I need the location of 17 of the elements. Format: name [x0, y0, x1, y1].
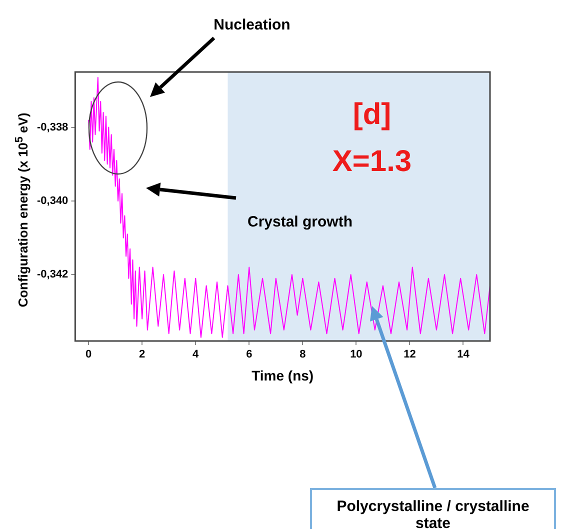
y-tick-label: -0,342 [36, 268, 68, 281]
x-tick-label: 4 [192, 348, 200, 361]
x-tick-label: 0 [86, 348, 92, 361]
x-tick-label: 12 [404, 348, 416, 361]
x-tick-label: 14 [457, 348, 470, 361]
y-tick-label: -0,340 [36, 195, 68, 208]
annotation: X=1.3 [332, 145, 412, 179]
annotation: Crystal growth [247, 214, 353, 230]
x-tick-label: 8 [300, 348, 306, 361]
annotation: [d] [352, 98, 392, 132]
y-tick-label: -0,338 [36, 121, 68, 134]
text: Polycrystalline / crystalline state [310, 488, 556, 529]
x-tick-label: 6 [246, 348, 252, 361]
x-axis-title: Time (ns) [252, 367, 314, 384]
x-tick-label: 10 [350, 348, 362, 361]
text: Nucleation [214, 16, 290, 34]
x-tick-label: 2 [139, 348, 146, 361]
